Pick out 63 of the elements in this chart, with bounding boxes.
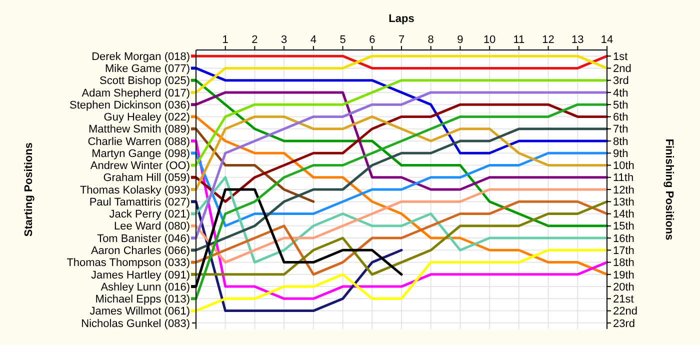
y2-tick-label: 16th	[613, 232, 634, 245]
x-tick-label: 5	[340, 34, 346, 46]
legend-label: Charlie Warren (088)	[88, 136, 190, 148]
x-tick-label: 6	[369, 34, 376, 46]
y2-tick-label: 5th	[613, 99, 628, 112]
y2-tick-label: 14th	[613, 208, 634, 221]
y2-tick-label: 9th	[613, 148, 628, 160]
x-tick-label: 11	[513, 34, 525, 46]
legend-label: Tom Banister (046)	[97, 232, 190, 245]
legend-label: Aaron Charles (066)	[90, 245, 190, 257]
y2-tick-label: 3rd	[613, 75, 629, 88]
legend-label: Andrew Winter (OO)	[90, 160, 190, 172]
y2-tick-label: 21st	[613, 294, 634, 306]
legend-label: Mike Game (077)	[105, 63, 190, 76]
legend-label: Jack Perry (021)	[109, 208, 190, 221]
y2-tick-label: 22nd	[613, 306, 638, 318]
y2-tick-label: 4th	[613, 87, 628, 100]
legend-label: Derek Morgan (018)	[92, 50, 190, 63]
y2-tick-label: 12th	[613, 184, 634, 196]
y2-axis-title: Finishing Positions	[663, 138, 675, 240]
y2-tick-label: 19th	[613, 269, 634, 282]
y2-tick-label: 15th	[613, 220, 634, 233]
x-tick-label: 2	[252, 34, 258, 46]
x-tick-label: 1	[222, 34, 228, 46]
y2-tick-label: 18th	[613, 257, 634, 270]
y2-tick-label: 20th	[613, 281, 634, 294]
y2-tick-label: 13th	[613, 196, 634, 208]
y2-tick-label: 2nd	[613, 63, 632, 76]
legend-label: Adam Shepherd (017)	[82, 87, 190, 100]
legend-label: Stephen Dickinson (036)	[70, 99, 190, 112]
legend-label: Scott Bishop (025)	[100, 75, 190, 88]
legend-label: Ashley Lunn (016)	[100, 281, 190, 294]
y2-tick-label: 10th	[613, 160, 634, 172]
legend-label: James Hartley (091)	[90, 269, 190, 282]
x-axis-title: Laps	[388, 13, 414, 25]
text: Nicholas Gunkel (083)	[81, 318, 190, 330]
y2-tick-label: 6th	[613, 112, 628, 124]
y2-tick-label: 23rd	[613, 318, 636, 330]
y2-tick-label: 7th	[613, 124, 628, 136]
x-tick-label: 7	[398, 34, 405, 46]
y2-tick-label: 1st	[613, 50, 628, 63]
y2-tick-label: 17th	[613, 245, 634, 257]
legend-label: Graham Hill (059)	[103, 172, 190, 184]
legend-label: Guy Healey (022)	[104, 112, 190, 124]
x-tick-label: 3	[281, 34, 288, 46]
x-tick-label: 8	[428, 34, 434, 46]
x-tick-label: 12	[542, 34, 554, 46]
legend-label: Paul Tamattiris (027)	[89, 196, 190, 208]
x-tick-label: 13	[572, 34, 584, 46]
x-tick-label: 14	[600, 34, 614, 46]
x-tick-label: 10	[483, 34, 496, 46]
legend-label: Thomas Kolasky (093)	[80, 184, 190, 196]
legend-label: Thomas Thompson (033)	[66, 257, 190, 270]
legend-label: Martyn Gange (098)	[92, 148, 190, 160]
x-tick-label: 4	[310, 34, 316, 46]
y2-tick-label: 8th	[613, 136, 628, 148]
legend-label: Michael Epps (013)	[95, 294, 190, 306]
legend-label: Matthew Smith (089)	[88, 124, 190, 136]
legend-title: Starting Positions	[23, 142, 35, 237]
legend-label: James Willmot (061)	[90, 306, 190, 318]
x-tick-label: 9	[457, 34, 464, 46]
y2-tick-label: 11th	[613, 172, 634, 184]
legend-label: Lee Ward (080)	[114, 220, 190, 233]
